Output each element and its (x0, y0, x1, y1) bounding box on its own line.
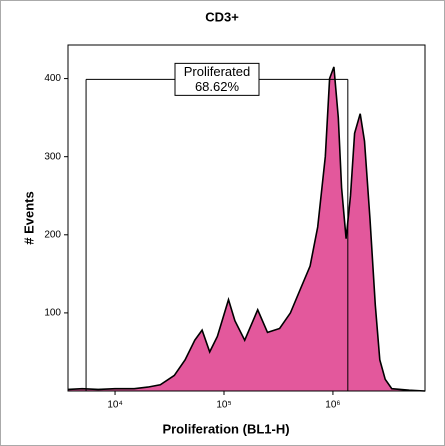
chart-title: CD3+ (205, 9, 239, 24)
x-axis-label: Proliferation (BL1-H) (162, 421, 289, 436)
gate-name: Proliferated (184, 64, 250, 79)
gate-percent: 68.62% (195, 79, 240, 94)
x-tick-label: 10⁴ (107, 400, 122, 411)
y-tick-label: 200 (44, 229, 61, 240)
x-tick-label: 10⁵ (216, 400, 231, 411)
plot-frame (67, 44, 426, 392)
x-tick-label: 10⁶ (325, 400, 340, 411)
y-axis-label: # Events (21, 191, 36, 244)
y-tick-label: 300 (44, 151, 61, 162)
histogram-outline (67, 66, 426, 392)
y-tick-label: 400 (44, 73, 61, 84)
gate-label-box (174, 62, 260, 96)
y-tick-label: 100 (44, 308, 61, 319)
histogram-area (68, 66, 425, 392)
